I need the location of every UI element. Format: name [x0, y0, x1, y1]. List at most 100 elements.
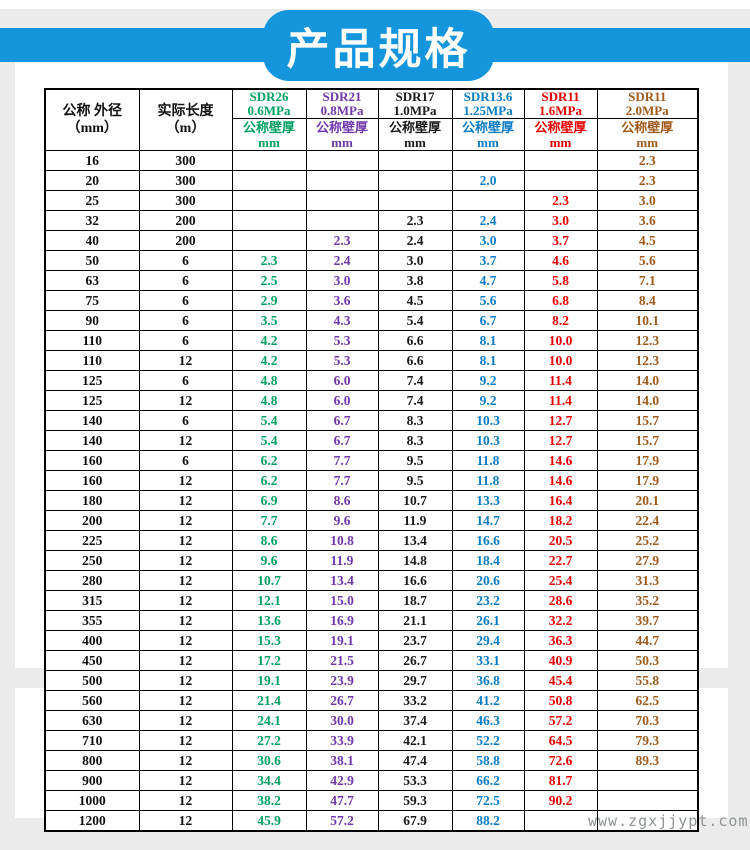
cell-wall-thickness: 11.9: [377, 510, 453, 531]
cell-wall-thickness: 50.3: [596, 650, 699, 671]
cell-wall-thickness: [377, 170, 453, 191]
cell-length: 12: [138, 730, 233, 751]
table-row: 280 12 10.7 13.4 16.6 20.6 25.4 31.3: [44, 570, 699, 591]
cell-wall-thickness: 28.6: [523, 590, 598, 611]
cell-wall-thickness: 4.5: [377, 290, 453, 311]
cell-wall-thickness: 11.9: [305, 550, 379, 571]
cell-wall-thickness: 6.0: [305, 370, 379, 391]
cell-wall-thickness: 5.4: [231, 410, 307, 431]
cell-wall-thickness: 12.7: [523, 410, 598, 431]
cell-diameter: 500: [44, 670, 140, 691]
cell-wall-thickness: [596, 810, 699, 832]
cell-wall-thickness: 23.9: [305, 670, 379, 691]
cell-wall-thickness: 35.2: [596, 590, 699, 611]
cell-wall-thickness: 6.2: [231, 470, 307, 491]
header-series-3-sdr: SDR13.6 1.25MPa: [451, 88, 525, 119]
cell-wall-thickness: 53.3: [377, 770, 453, 791]
cell-wall-thickness: 9.6: [231, 550, 307, 571]
cell-wall-thickness: [231, 210, 307, 231]
cell-wall-thickness: [305, 190, 379, 211]
cell-wall-thickness: 31.3: [596, 570, 699, 591]
cell-wall-thickness: 79.3: [596, 730, 699, 751]
cell-wall-thickness: 4.2: [231, 350, 307, 371]
cell-wall-thickness: 6.6: [377, 330, 453, 351]
cell-diameter: 110: [44, 350, 140, 371]
cell-wall-thickness: 33.2: [377, 690, 453, 711]
table-row: 450 12 17.2 21.5 26.7 33.1 40.9 50.3: [44, 650, 699, 671]
cell-wall-thickness: 29.4: [451, 630, 525, 651]
cell-diameter: 1200: [44, 810, 140, 832]
cell-wall-thickness: 15.0: [305, 590, 379, 611]
cell-wall-thickness: 23.7: [377, 630, 453, 651]
cell-wall-thickness: 16.4: [523, 490, 598, 511]
cell-wall-thickness: 9.2: [451, 370, 525, 391]
cell-length: 200: [138, 210, 233, 231]
cell-wall-thickness: 15.7: [596, 410, 699, 431]
cell-length: 6: [138, 370, 233, 391]
cell-wall-thickness: 27.2: [231, 730, 307, 751]
table-row: 140 6 5.4 6.7 8.3 10.3 12.7 15.7: [44, 410, 699, 431]
cell-wall-thickness: 88.2: [451, 810, 525, 832]
cell-wall-thickness: 13.4: [377, 530, 453, 551]
cell-wall-thickness: 6.7: [305, 430, 379, 451]
cell-wall-thickness: 10.3: [451, 410, 525, 431]
cell-diameter: 225: [44, 530, 140, 551]
cell-wall-thickness: 4.8: [231, 370, 307, 391]
cell-length: 12: [138, 550, 233, 571]
cell-wall-thickness: 47.4: [377, 750, 453, 771]
cell-wall-thickness: 5.6: [451, 290, 525, 311]
cell-diameter: 125: [44, 370, 140, 391]
cell-wall-thickness: 6.9: [231, 490, 307, 511]
cell-wall-thickness: 11.4: [523, 390, 598, 411]
cell-wall-thickness: 3.6: [305, 290, 379, 311]
cell-wall-thickness: 57.2: [523, 710, 598, 731]
cell-wall-thickness: [231, 230, 307, 251]
cell-wall-thickness: 42.1: [377, 730, 453, 751]
cell-wall-thickness: 3.5: [231, 310, 307, 331]
cell-wall-thickness: 14.0: [596, 370, 699, 391]
cell-diameter: 315: [44, 590, 140, 611]
cell-wall-thickness: 12.3: [596, 350, 699, 371]
cell-length: 12: [138, 710, 233, 731]
table-row: 16 300 2.3: [44, 150, 699, 171]
cell-wall-thickness: [451, 150, 525, 171]
table-row: 500 12 19.1 23.9 29.7 36.8 45.4 55.8: [44, 670, 699, 691]
cell-wall-thickness: 26.7: [305, 690, 379, 711]
cell-wall-thickness: [523, 810, 598, 832]
cell-wall-thickness: 81.7: [523, 770, 598, 791]
cell-diameter: 110: [44, 330, 140, 351]
cell-wall-thickness: 38.1: [305, 750, 379, 771]
cell-wall-thickness: 15.3: [231, 630, 307, 651]
cell-wall-thickness: [231, 190, 307, 211]
title-badge: 产品规格: [263, 10, 494, 81]
header-col2-line1: 实际长度: [157, 104, 214, 119]
cell-wall-thickness: 50.8: [523, 690, 598, 711]
cell-wall-thickness: 38.2: [231, 790, 307, 811]
cell-diameter: 180: [44, 490, 140, 511]
cell-diameter: 160: [44, 470, 140, 491]
table-row: 355 12 13.6 16.9 21.1 26.1 32.2 39.7: [44, 610, 699, 631]
cell-wall-thickness: [377, 190, 453, 211]
cell-wall-thickness: 25.2: [596, 530, 699, 551]
cell-wall-thickness: 10.8: [305, 530, 379, 551]
cell-diameter: 800: [44, 750, 140, 771]
cell-length: 6: [138, 330, 233, 351]
cell-length: 6: [138, 410, 233, 431]
table-row: 630 12 24.1 30.0 37.4 46.3 57.2 70.3: [44, 710, 699, 731]
cell-wall-thickness: 9.2: [451, 390, 525, 411]
cell-wall-thickness: 33.1: [451, 650, 525, 671]
cell-wall-thickness: 3.0: [305, 270, 379, 291]
cell-length: 12: [138, 530, 233, 551]
table-row: 800 12 30.6 38.1 47.4 58.8 72.6 89.3: [44, 750, 699, 771]
cell-wall-thickness: 66.2: [451, 770, 525, 791]
cell-wall-thickness: 4.5: [596, 230, 699, 251]
spec-table: 公称 外径 （mm） 实际长度 （m） SDR26 0.6MPa SDR21 0.8M…: [44, 88, 699, 832]
cell-wall-thickness: 45.9: [231, 810, 307, 832]
cell-wall-thickness: 10.3: [451, 430, 525, 451]
cell-length: 12: [138, 430, 233, 451]
cell-length: 12: [138, 690, 233, 711]
cell-wall-thickness: 15.7: [596, 430, 699, 451]
cell-diameter: 16: [44, 150, 140, 171]
cell-wall-thickness: 21.1: [377, 610, 453, 631]
cell-wall-thickness: 34.4: [231, 770, 307, 791]
